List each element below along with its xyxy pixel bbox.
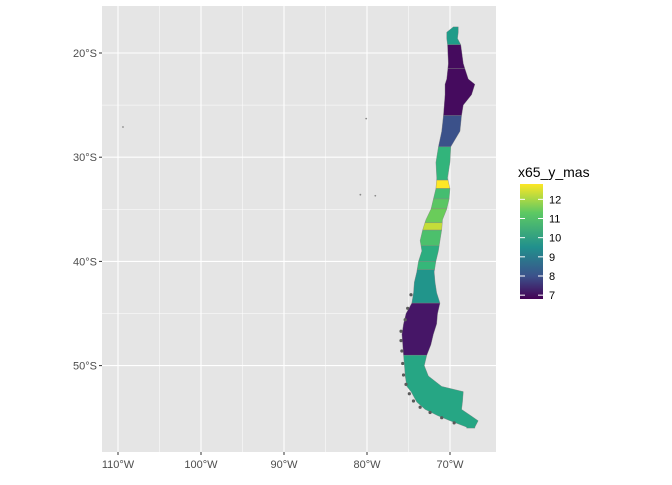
x-tick-label: 110°W (102, 459, 135, 471)
coast-island (452, 421, 456, 425)
region-polygon (430, 198, 450, 209)
coast-island (406, 306, 410, 310)
y-tick-label: 50°S (73, 361, 97, 373)
y-tick-label: 30°S (73, 152, 97, 164)
x-tick-label: 80°W (353, 459, 381, 471)
legend-label: 11 (549, 214, 560, 226)
x-tick-label: 100°W (184, 459, 218, 471)
legend-colorbar (520, 184, 543, 299)
legend-label: 10 (549, 233, 561, 245)
coast-island (418, 405, 422, 409)
axes: 20°S 30°S 40°S 50°S 110°W 100°W 90°W 80°W 70°W (73, 48, 464, 471)
coast-island (403, 318, 407, 322)
region-polygon (418, 245, 440, 262)
legend-label: 9 (549, 252, 555, 264)
coast-island (428, 410, 432, 415)
legend-title: x65_y_mas (518, 164, 590, 180)
island-markers (122, 117, 377, 197)
legend-label: 8 (549, 271, 555, 283)
coast-island (440, 416, 444, 420)
coast-island (400, 349, 404, 353)
x-tick-label: 70°W (436, 459, 464, 471)
coast-island (399, 329, 403, 333)
island-marker (122, 126, 124, 128)
coast-island (407, 392, 411, 396)
region-polygon (433, 188, 451, 200)
coast-island (404, 382, 408, 386)
region-polygons (399, 26, 479, 429)
island-marker (359, 193, 362, 196)
island-marker (374, 194, 377, 197)
coast-island (411, 399, 416, 403)
coast-island (401, 373, 406, 377)
region-polygon (419, 229, 442, 246)
legend-label: 7 (549, 290, 555, 302)
y-tick-label: 40°S (73, 256, 97, 268)
legend-ticks: 12 11 10 9 8 7 (520, 194, 561, 302)
coast-island (409, 293, 413, 297)
region-polygon (435, 179, 451, 189)
region-polygon (403, 355, 479, 429)
legend: x65_y_mas 12 11 10 9 8 7 (518, 164, 590, 302)
coast-island (401, 361, 405, 366)
region-polygon (416, 261, 437, 270)
island-marker (365, 117, 368, 120)
coast-island (399, 338, 403, 343)
legend-label: 12 (549, 194, 561, 206)
y-tick-label: 20°S (73, 48, 97, 60)
x-tick-label: 90°W (270, 459, 298, 471)
region-polygon (422, 222, 443, 231)
